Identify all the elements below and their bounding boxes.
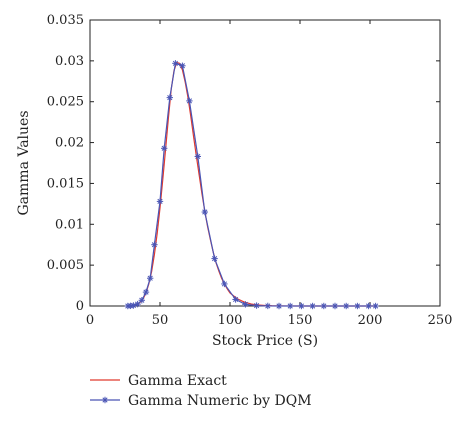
series-line-1 — [127, 62, 376, 307]
x-tick-label: 100 — [218, 313, 243, 328]
data-point-marker — [232, 296, 239, 303]
data-point-marker — [166, 94, 173, 101]
y-tick-label: 0 — [76, 299, 84, 314]
data-point-marker — [211, 255, 218, 262]
data-point-marker — [242, 301, 249, 308]
data-point-marker — [287, 302, 294, 310]
tick-labels: 0 50 100 150 200 250 0 0.005 0.01 0.015 0.02 0.025 0… — [47, 13, 453, 328]
x-tick-label: 150 — [288, 313, 313, 328]
data-point-marker — [309, 302, 316, 310]
data-point-marker — [138, 297, 145, 304]
x-tick-label: 250 — [428, 313, 453, 328]
x-tick-label: 0 — [86, 313, 94, 328]
x-axis-title: Stock Price (S) — [212, 333, 318, 349]
y-tick-label: 0.025 — [47, 95, 84, 110]
data-point-marker — [194, 153, 201, 160]
x-tick-label: 200 — [358, 313, 383, 328]
data-point-marker — [201, 208, 208, 216]
data-point-marker — [161, 145, 168, 152]
data-point-marker — [142, 288, 150, 296]
legend-label-exact: Gamma Exact — [128, 373, 227, 389]
y-tick-label: 0.005 — [47, 258, 84, 273]
y-axis-title: Gamma Values — [16, 110, 32, 215]
y-tick-label: 0.03 — [55, 54, 84, 69]
data-point-marker — [179, 62, 186, 69]
data-point-marker — [134, 300, 141, 308]
y-tick-label: 0.02 — [55, 136, 84, 151]
x-tick-label: 50 — [152, 313, 169, 328]
series-line-0 — [126, 61, 376, 307]
data-point-marker — [151, 241, 158, 248]
data-point-marker — [147, 275, 154, 282]
legend-marker-star — [101, 396, 109, 404]
data-point-marker — [365, 302, 372, 310]
series-layer — [124, 60, 379, 310]
y-tick-label: 0.01 — [55, 217, 84, 232]
tick-marks — [89, 19, 441, 307]
legend: Gamma Exact Gamma Numeric by DQM — [90, 373, 312, 409]
data-point-marker — [253, 302, 260, 309]
data-point-marker — [354, 302, 361, 310]
data-point-marker — [298, 302, 305, 310]
data-point-marker — [221, 280, 228, 288]
legend-label-numeric: Gamma Numeric by DQM — [128, 393, 312, 409]
data-point-marker — [320, 302, 327, 310]
data-point-marker — [186, 97, 193, 105]
data-point-marker — [264, 302, 271, 310]
data-point-marker — [343, 302, 350, 310]
y-tick-label: 0.015 — [47, 176, 84, 191]
data-point-marker — [275, 302, 283, 310]
plot-frame — [89, 19, 441, 307]
data-point-marker — [372, 302, 379, 310]
y-tick-label: 0.035 — [47, 13, 84, 28]
legend-star-icon — [101, 396, 109, 404]
data-point-marker — [331, 302, 339, 310]
data-point-marker — [172, 60, 179, 67]
data-point-marker — [156, 198, 164, 205]
